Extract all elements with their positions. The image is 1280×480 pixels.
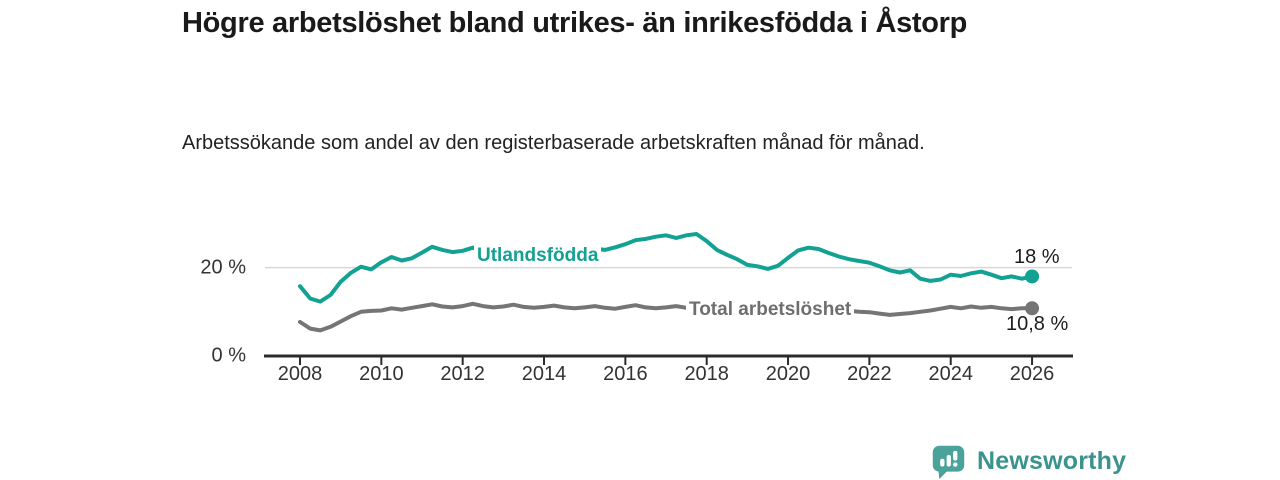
x-tick-label-2022: 2022	[847, 363, 892, 385]
y-tick-label-20: 20 %	[200, 256, 246, 279]
x-tick-label-2008: 2008	[277, 363, 323, 385]
x-axis-tick-labels: 2008 2010 2012 2014 2016 2018 2020 2022 2024 2026	[255, 363, 1075, 389]
series-label-utlandsfodda: Utlandsfödda	[474, 245, 602, 267]
y-tick-label-0: 0 %	[211, 344, 246, 367]
chart-subtitle: Arbetssökande som andel av den registerb…	[182, 132, 925, 154]
newsworthy-logo: Newsworthy	[930, 443, 1126, 480]
x-tick-label-2024: 2024	[928, 363, 973, 385]
newsworthy-wordmark: Newsworthy	[977, 447, 1127, 475]
x-tick-label-2012: 2012	[440, 363, 485, 385]
y-axis-tick-labels: 20 % 0 %	[162, 225, 246, 375]
chart-title: Högre arbetslöshet bland utrikes- än inr…	[182, 7, 968, 39]
x-tick-label-2014: 2014	[521, 363, 567, 385]
end-value-label-utlandsfodda: 18 %	[1014, 246, 1060, 268]
x-tick-label-2020: 2020	[765, 363, 811, 385]
x-tick-label-2016: 2016	[603, 363, 648, 385]
bar-chart-speech-bubble-icon	[932, 445, 965, 480]
x-tick-label-2018: 2018	[684, 363, 729, 385]
x-tick-label-2010: 2010	[359, 363, 404, 385]
line-chart-plot-area	[264, 232, 1073, 365]
x-tick-label-2026: 2026	[1009, 363, 1055, 385]
end-value-label-total: 10,8 %	[1006, 313, 1069, 335]
series-label-total-arbetsloshet: Total arbetslöshet	[686, 299, 855, 321]
